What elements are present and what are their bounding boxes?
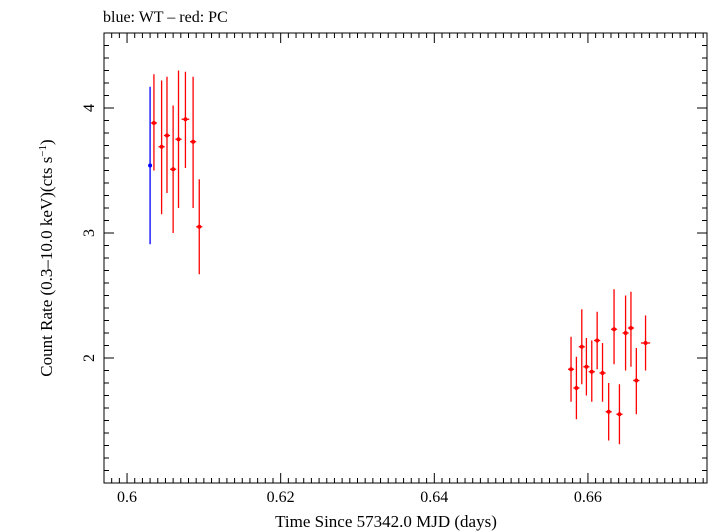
series-1 [150, 70, 651, 445]
data-point [574, 386, 579, 390]
x-tick-labels: 0.6 0.62 0.64 0.66 [117, 489, 602, 506]
y-axis-label: Count Rate (0.3–10.0 keV)(cts s−1) [37, 139, 56, 376]
data-point [628, 326, 633, 330]
data-point [623, 331, 628, 335]
data-point [183, 117, 188, 122]
data-point [197, 224, 202, 229]
data-point [584, 364, 589, 369]
y-tick-labels: 2 3 4 [81, 104, 98, 362]
series-0 [148, 86, 153, 245]
x-tick-label: 0.62 [267, 489, 295, 506]
y-axis-label-exponent: −1 [37, 145, 49, 157]
data-point [617, 412, 622, 417]
chart-title: blue: WT – red: PC [103, 9, 228, 26]
y-tick-label: 2 [81, 354, 98, 362]
data-point [606, 409, 611, 414]
data-points [148, 70, 651, 445]
axis-ticks [103, 32, 707, 483]
y-axis-label-main: Count Rate (0.3–10.0 keV)(cts s [37, 157, 56, 377]
data-point [148, 163, 153, 168]
y-tick-label: 4 [81, 104, 98, 112]
data-point [579, 344, 584, 349]
data-point [191, 139, 196, 144]
x-axis-label: Time Since 57342.0 MJD (days) [275, 512, 497, 531]
y-axis-label-close: ) [37, 139, 56, 145]
data-point [164, 133, 169, 138]
data-point [151, 121, 156, 125]
x-tick-label: 0.64 [420, 489, 448, 506]
data-point [634, 378, 639, 383]
x-tick-label: 0.6 [117, 489, 137, 506]
x-tick-label: 0.66 [574, 489, 602, 506]
data-point [159, 144, 164, 149]
data-point [569, 367, 574, 372]
data-point [612, 327, 617, 332]
plot-frame [103, 32, 708, 484]
data-point [643, 341, 648, 345]
y-tick-label: 3 [81, 229, 98, 237]
data-point [595, 338, 600, 343]
data-point [176, 137, 181, 142]
data-point [589, 369, 594, 374]
data-point [171, 167, 176, 172]
data-point [600, 371, 605, 375]
